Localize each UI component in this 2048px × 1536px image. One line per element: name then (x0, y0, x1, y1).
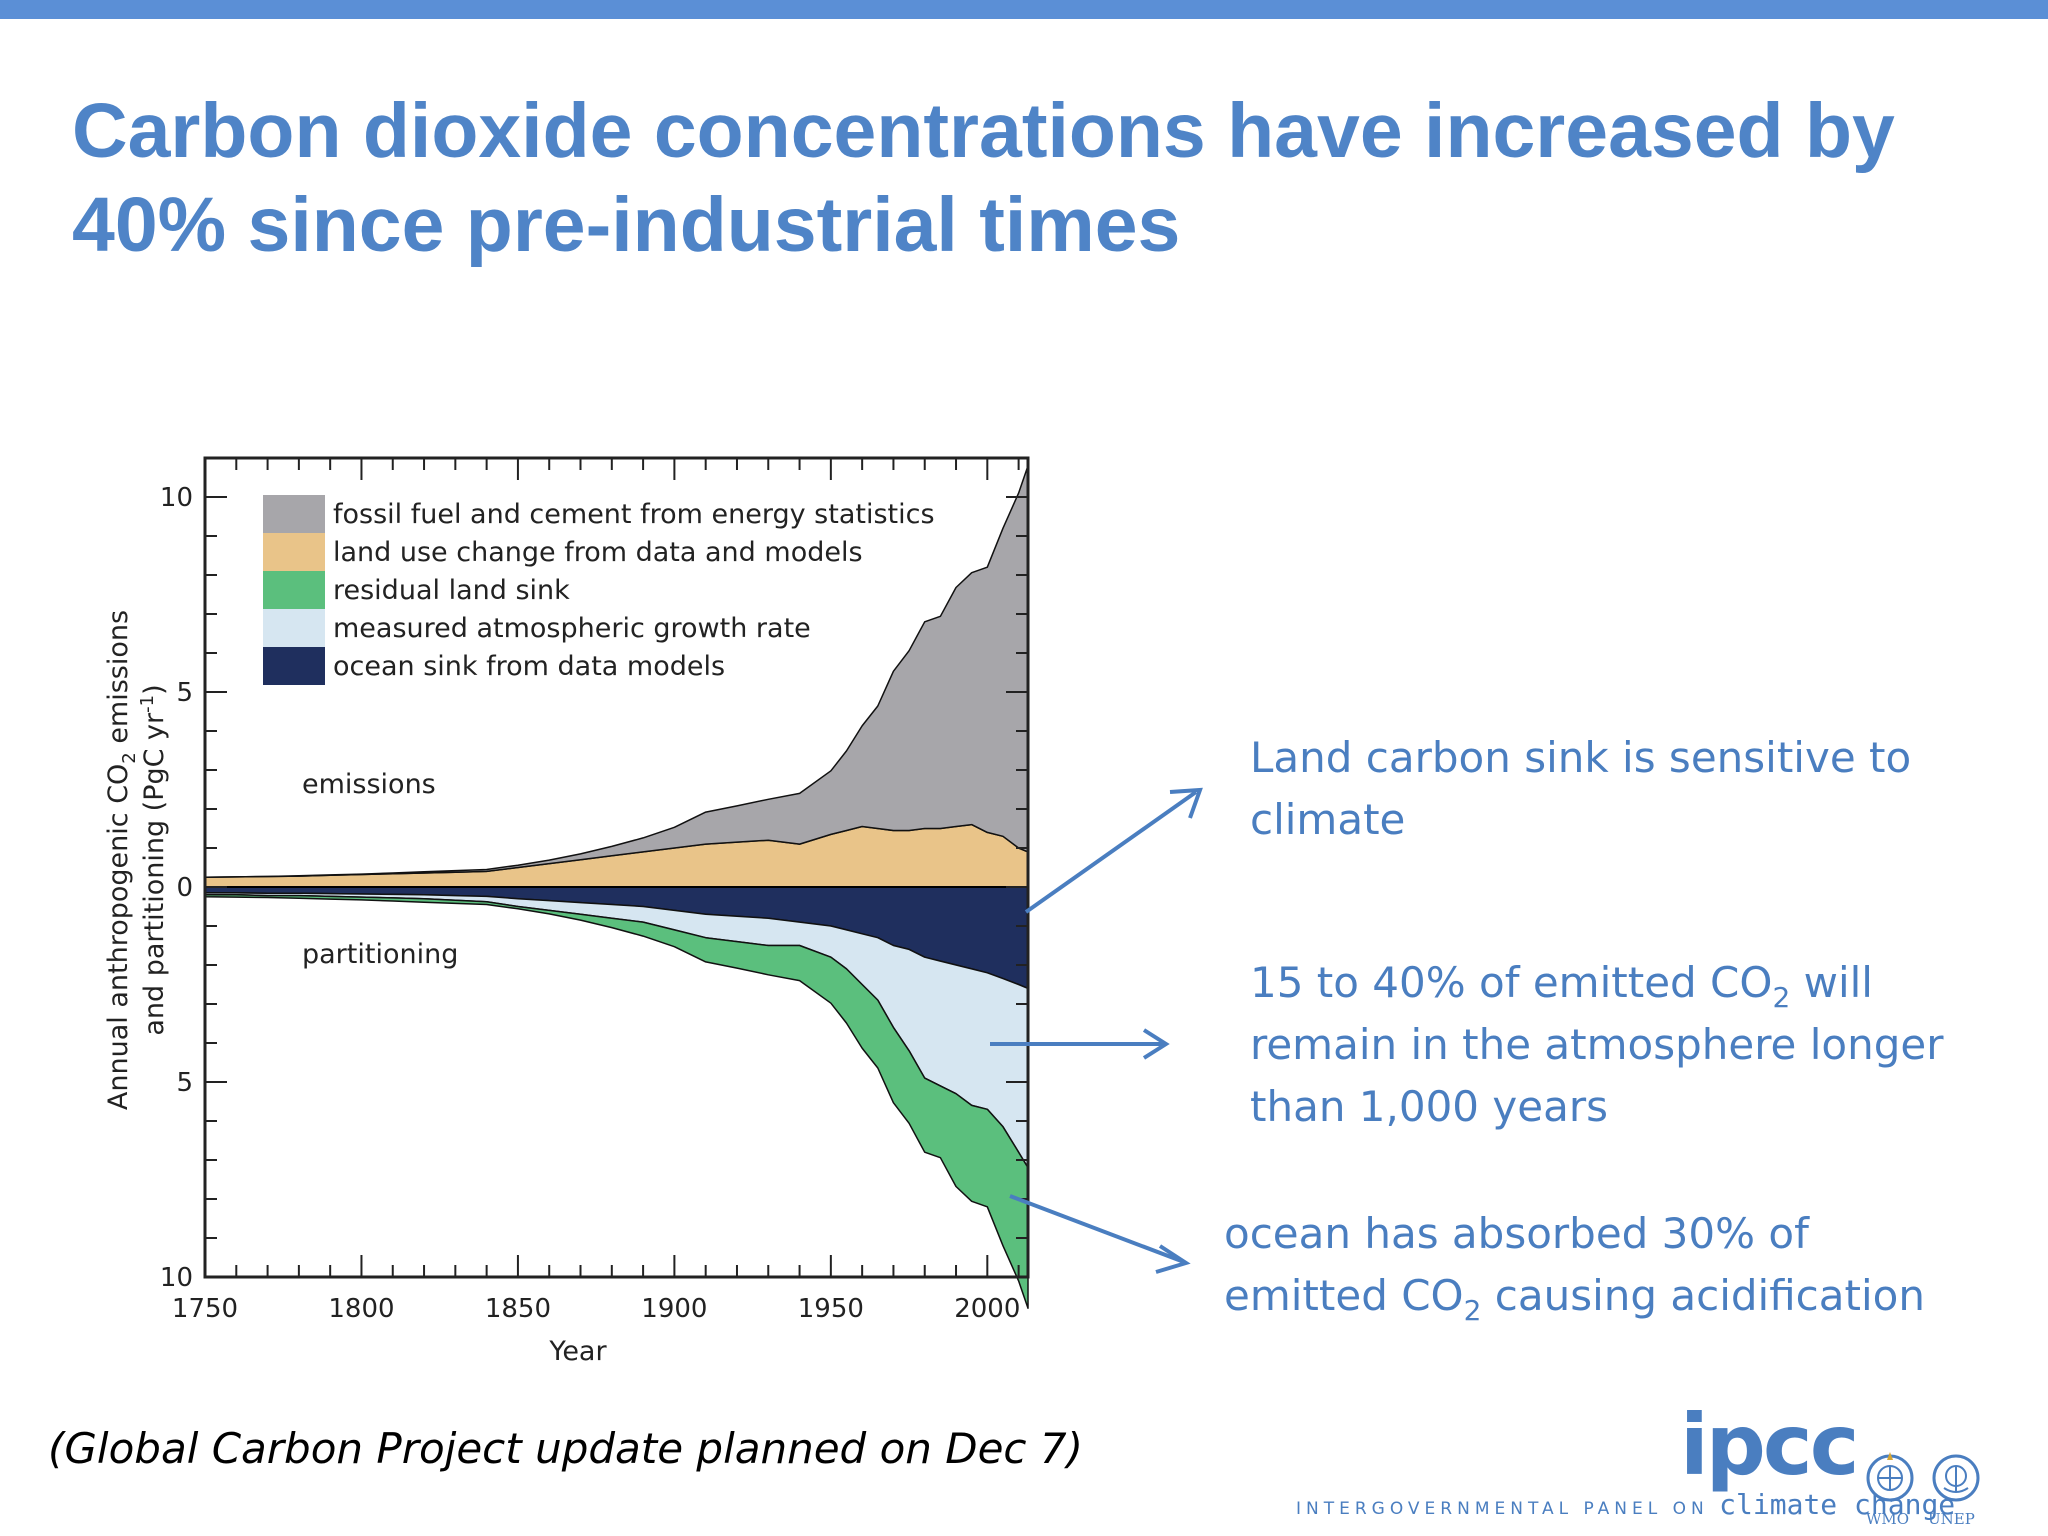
annotation-atmosphere-line1b: will (1790, 958, 1873, 1007)
ipcc-logo-tagline-text: INTERGOVERNMENTAL PANEL ON (1296, 1499, 1709, 1519)
emissions-label: emissions (302, 769, 436, 800)
legend-swatch (263, 533, 325, 571)
arrow-land-sink (1024, 790, 1198, 914)
arrow-ocean (1009, 1194, 1185, 1264)
annotation-atmosphere-sub: 2 (1772, 981, 1791, 1014)
y-tick-label: 5 (176, 1068, 193, 1098)
unep-label: UNEP (1928, 1510, 1975, 1528)
plot-frame (203, 456, 1030, 1279)
legend-label: land use change from data and models (333, 537, 863, 568)
legend-label: ocean sink from data models (333, 651, 725, 682)
x-tick-label: 1750 (172, 1294, 238, 1324)
y-axis-title: Annual anthropogenic CO2 emissions and p… (103, 610, 170, 1110)
footnote: (Global Carbon Project update planned on… (48, 1424, 1083, 1473)
x-tick-label: 1900 (641, 1294, 707, 1324)
annotation-ocean-sub: 2 (1463, 1294, 1482, 1327)
x-tick-label: 2000 (954, 1294, 1020, 1324)
legend-label: residual land sink (333, 575, 570, 606)
annotation-ocean-line2a: emitted CO (1224, 1271, 1464, 1320)
annotation-atmosphere: 15 to 40% of emitted CO2 will remain in … (1250, 952, 1944, 1138)
x-tick-label: 1800 (328, 1294, 394, 1324)
wmo-emblem-icon (1866, 1452, 1914, 1502)
legend-label: fossil fuel and cement from energy stati… (333, 499, 935, 530)
axis-ticks: 1750 1800 1850 1900 1950 2000 10 5 0 5 10 (160, 458, 1028, 1324)
y-axis-title-line1: Annual anthropogenic CO2 emissions (103, 610, 140, 1110)
ipcc-logo-wordmark: ipcc (1680, 1396, 1860, 1494)
legend: fossil fuel and cement from energy stati… (263, 495, 935, 685)
x-tick-label: 1950 (798, 1294, 864, 1324)
y-tick-label: 10 (160, 483, 193, 513)
ipcc-logo-tagline: INTERGOVERNMENTAL PANEL ON climate chang… (1296, 1488, 1955, 1521)
arrowhead-land-sink (1169, 787, 1203, 819)
ipcc-logo-climate-change: climate change (1719, 1488, 1956, 1521)
y-tick-label: 5 (176, 678, 193, 708)
annotation-ocean-line1: ocean has absorbed 30% of (1224, 1209, 1809, 1258)
annotation-atmosphere-line1a: 15 to 40% of emitted CO (1250, 958, 1773, 1007)
annotation-ocean: ocean has absorbed 30% of emitted CO2 ca… (1224, 1203, 1925, 1327)
annotation-atmosphere-line2: remain in the atmosphere longer (1250, 1020, 1944, 1069)
legend-swatch (263, 609, 325, 647)
legend-label: measured atmospheric growth rate (333, 613, 811, 644)
arrowhead-ocean (1155, 1244, 1191, 1274)
unep-emblem-icon (1932, 1454, 1980, 1502)
slide-title: Carbon dioxide concentrations have incre… (72, 88, 1895, 268)
x-tick-label: 1850 (485, 1294, 551, 1324)
y-axis-title-line2: and partitioning (PgC yr-1) (137, 684, 170, 1035)
annotation-land-sink: Land carbon sink is sensitive to climate (1250, 727, 1911, 851)
x-axis-title: Year (548, 1336, 607, 1367)
annotation-atmosphere-line3: than 1,000 years (1250, 1082, 1608, 1131)
annotation-land-sink-line2: climate (1250, 795, 1406, 844)
arrowhead-atmosphere (1142, 1028, 1170, 1060)
annotation-arrows (990, 787, 1203, 1274)
y-tick-label: 0 (176, 873, 193, 903)
top-accent-bar (0, 0, 2048, 19)
legend-swatch (263, 647, 325, 685)
legend-swatch (263, 495, 325, 533)
wmo-label: WMO (1866, 1510, 1910, 1528)
annotation-ocean-line2b: causing acidification (1481, 1271, 1925, 1320)
partitioning-label: partitioning (302, 939, 458, 970)
legend-swatch (263, 571, 325, 609)
y-tick-label: 10 (160, 1263, 193, 1293)
annotation-land-sink-line1: Land carbon sink is sensitive to (1250, 733, 1912, 782)
